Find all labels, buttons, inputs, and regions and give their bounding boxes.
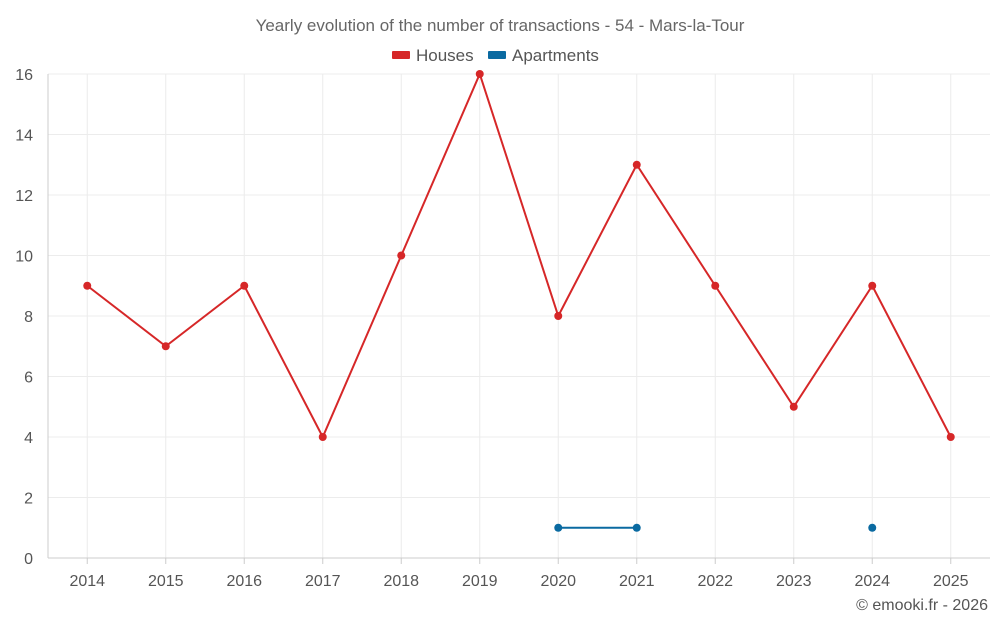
- y-tick-label: 6: [24, 370, 33, 387]
- y-tick-label: 4: [24, 430, 33, 447]
- y-tick-label: 14: [15, 128, 33, 145]
- houses-point[interactable]: [83, 281, 92, 290]
- y-tick-label: 12: [15, 188, 33, 205]
- legend-swatch: [392, 51, 410, 59]
- y-tick-label: 2: [24, 491, 33, 508]
- legend-item-houses[interactable]: Houses: [392, 46, 474, 65]
- houses-line: [86, 71, 952, 440]
- apartments-point[interactable]: [554, 523, 563, 532]
- series-houses: [83, 70, 955, 441]
- y-tick-label: 0: [24, 551, 33, 568]
- legend-item-apartments[interactable]: Apartments: [488, 46, 599, 65]
- x-tick-label: 2014: [69, 573, 105, 590]
- legend: Houses Apartments: [392, 46, 599, 65]
- x-tick-label: 2019: [462, 573, 498, 590]
- houses-point[interactable]: [475, 70, 484, 78]
- credit-text: © emooki.fr - 2026: [856, 597, 988, 614]
- houses-point[interactable]: [161, 342, 170, 351]
- x-tick-label: 2021: [619, 573, 655, 590]
- x-tick-label: 2022: [697, 573, 733, 590]
- y-tick-label: 8: [24, 309, 33, 326]
- houses-point[interactable]: [711, 281, 720, 290]
- legend-label: Houses: [416, 46, 474, 65]
- series-apartments: [554, 523, 877, 532]
- y-axis: 0 2 4 6 8 10 12 14 16: [15, 67, 49, 568]
- apartments-point[interactable]: [632, 523, 641, 532]
- legend-swatch: [488, 51, 506, 59]
- y-tick-label: 16: [15, 67, 33, 84]
- grid: [48, 73, 990, 558]
- x-tick-label: 2024: [854, 573, 890, 590]
- houses-point[interactable]: [632, 160, 641, 169]
- series-layer: [83, 70, 955, 532]
- legend-label: Apartments: [512, 46, 599, 65]
- houses-point[interactable]: [240, 281, 249, 290]
- chart-title: Yearly evolution of the number of transa…: [256, 16, 745, 35]
- houses-point[interactable]: [789, 402, 798, 411]
- x-tick-label: 2015: [148, 573, 184, 590]
- houses-point[interactable]: [554, 312, 563, 320]
- houses-point[interactable]: [946, 433, 955, 441]
- x-tick-label: 2017: [305, 573, 341, 590]
- y-tick-label: 10: [15, 249, 33, 266]
- x-tick-label: 2018: [383, 573, 419, 590]
- houses-point[interactable]: [397, 251, 406, 260]
- x-axis: 2014 2015 2016 2017 2018 2019 2020 2021 2022 2023…: [48, 557, 990, 590]
- apartments-point[interactable]: [868, 523, 877, 532]
- x-tick-label: 2016: [226, 573, 262, 590]
- x-tick-label: 2020: [540, 573, 576, 590]
- x-tick-label: 2023: [776, 573, 812, 590]
- houses-point[interactable]: [868, 281, 877, 290]
- x-tick-label: 2025: [933, 573, 969, 590]
- houses-point[interactable]: [318, 433, 327, 441]
